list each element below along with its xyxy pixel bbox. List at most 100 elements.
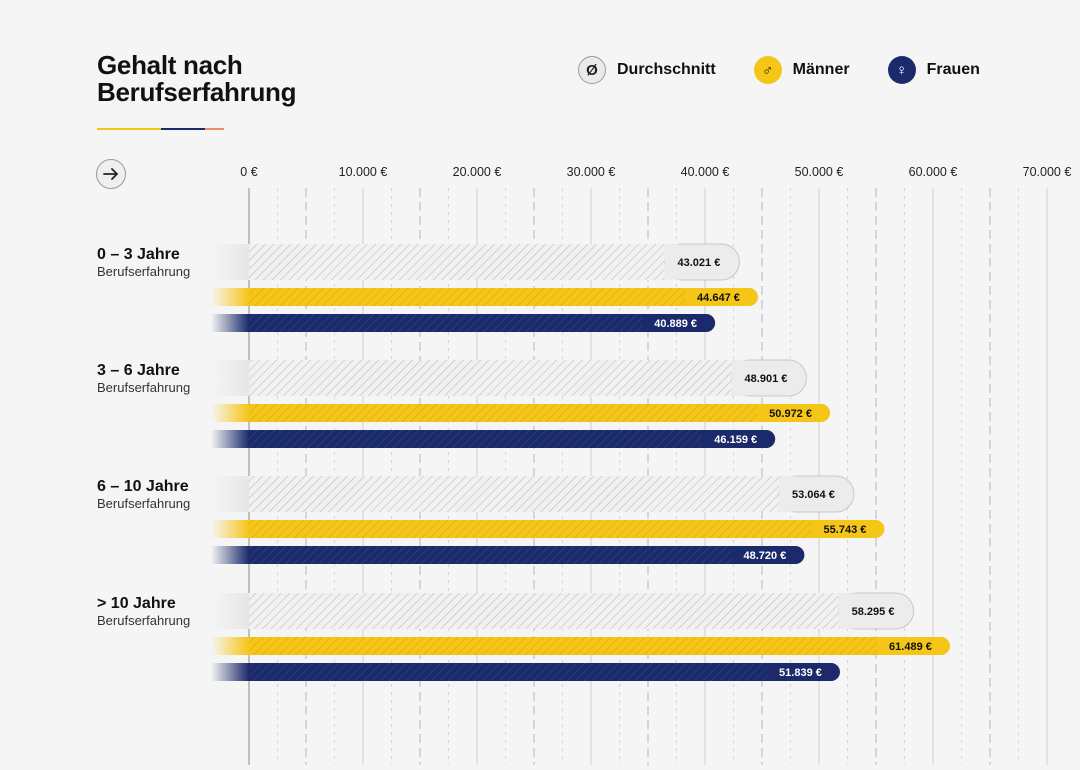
- bar-avg-2: 53.064 €: [211, 475, 855, 513]
- group-title: 6 – 10 Jahre: [97, 478, 189, 495]
- data-label: 40.889 €: [654, 318, 697, 330]
- bar-men-2: 55.743 €: [211, 520, 885, 538]
- bar-fade: [211, 288, 249, 306]
- group-label-6-10: 6 – 10 Jahre Berufserfahrung: [97, 477, 190, 512]
- value-pill-edge: [876, 637, 886, 655]
- bar-fade: [211, 314, 249, 332]
- group-title: 3 – 6 Jahre: [97, 362, 180, 379]
- group-label-3-6: 3 – 6 Jahre Berufserfahrung: [97, 361, 190, 396]
- bar-fade: [211, 244, 249, 280]
- title-line-1: Gehalt nach: [97, 50, 243, 80]
- legend-item-women[interactable]: ♀ Frauen: [887, 56, 980, 84]
- group-subtitle: Berufserfahrung: [97, 264, 191, 279]
- bar-avg-3: 58.295 €: [211, 592, 915, 630]
- bar-men-0: 44.647 €: [211, 288, 758, 306]
- value-pill-edge: [664, 244, 683, 280]
- bar-women: [249, 314, 707, 332]
- bar-men-3: 61.489 €: [211, 637, 950, 655]
- value-pill-edge: [731, 546, 741, 564]
- x-tick-label: 30.000 €: [567, 165, 616, 179]
- bar-men: [249, 520, 876, 538]
- bar-women-1: 46.159 €: [211, 430, 776, 448]
- data-label: 50.972 €: [769, 408, 812, 420]
- bar-women: [249, 663, 831, 681]
- value-pill-edge: [766, 663, 776, 681]
- bar-men: [249, 637, 941, 655]
- value-pill: [702, 430, 776, 448]
- data-label: 48.720 €: [743, 550, 786, 562]
- bar-avg: [249, 593, 896, 629]
- bar-fade: [211, 430, 249, 448]
- value-pill: [684, 288, 758, 306]
- x-tick-label: 70.000 €: [1023, 165, 1072, 179]
- value-pill: [731, 546, 805, 564]
- data-label: 44.647 €: [697, 292, 740, 304]
- bar-fade: [211, 520, 249, 538]
- legend-label-average: Durchschnitt: [617, 61, 716, 78]
- data-label: 43.021 €: [678, 257, 721, 269]
- bar-women: [249, 546, 796, 564]
- value-pill-edge: [731, 360, 750, 396]
- value-pill-edge: [757, 404, 767, 422]
- x-tick-label: 20.000 €: [453, 165, 502, 179]
- bar-men: [249, 404, 822, 422]
- legend-label-women: Frauen: [926, 61, 980, 78]
- female-icon: ♀: [887, 56, 916, 84]
- value-pill-edge: [684, 288, 694, 306]
- scroll-right-button[interactable]: [96, 159, 126, 189]
- value-pill-edge: [778, 476, 797, 512]
- bar-men: [249, 288, 749, 306]
- page-title: Gehalt nach Berufserfahrung: [97, 52, 397, 106]
- bar-fade: [211, 637, 249, 655]
- value-pill-edge: [811, 520, 821, 538]
- x-tick-label: 60.000 €: [909, 165, 958, 179]
- bar-women: [249, 430, 767, 448]
- bar-avg: [249, 476, 836, 512]
- bar-men-1: 50.972 €: [211, 404, 831, 422]
- data-label: 48.901 €: [745, 373, 788, 385]
- group-label-0-3: 0 – 3 Jahre Berufserfahrung: [97, 245, 190, 280]
- title-underline: [97, 128, 224, 130]
- legend: Ø Durchschnitt ♂ Männer ♀ Frauen: [578, 56, 980, 84]
- x-tick-label: 40.000 €: [681, 165, 730, 179]
- x-tick-label: 10.000 €: [339, 165, 388, 179]
- value-pill-edge: [642, 314, 652, 332]
- value-pill: [876, 637, 950, 655]
- bar-avg-1: 48.901 €: [211, 359, 807, 397]
- value-pill: [811, 520, 885, 538]
- data-label: 61.489 €: [889, 641, 932, 653]
- legend-item-average[interactable]: Ø Durchschnitt: [578, 56, 716, 84]
- bar-avg-0: 43.021 €: [211, 243, 740, 281]
- legend-item-men[interactable]: ♂ Männer: [753, 56, 850, 84]
- bar-fade: [211, 404, 249, 422]
- value-pill: [766, 663, 840, 681]
- bar-fade: [211, 546, 249, 564]
- bar-fade: [211, 593, 249, 629]
- title-line-2: Berufserfahrung: [97, 77, 297, 107]
- bar-women-0: 40.889 €: [211, 314, 716, 332]
- bar-women-2: 48.720 €: [211, 546, 805, 564]
- value-pill: [642, 314, 716, 332]
- bar-fade: [211, 476, 249, 512]
- value-pill-edge: [838, 593, 857, 629]
- male-icon: ♂: [753, 56, 782, 84]
- group-label-over-10: > 10 Jahre Berufserfahrung: [97, 594, 190, 629]
- legend-label-men: Männer: [792, 61, 850, 78]
- data-label: 51.839 €: [779, 667, 822, 679]
- group-title: 0 – 3 Jahre: [97, 246, 180, 263]
- bar-fade: [211, 360, 249, 396]
- data-label: 53.064 €: [792, 489, 835, 501]
- average-icon: Ø: [578, 56, 606, 84]
- bar-avg: [249, 244, 722, 280]
- group-title: > 10 Jahre: [97, 595, 176, 612]
- value-pill-edge: [702, 430, 712, 448]
- bar-fade: [211, 663, 249, 681]
- group-subtitle: Berufserfahrung: [97, 613, 191, 628]
- arrow-right-icon: [103, 168, 118, 180]
- group-subtitle: Berufserfahrung: [97, 496, 191, 511]
- bar-avg: [249, 360, 789, 396]
- bar-women-3: 51.839 €: [211, 663, 840, 681]
- data-label: 55.743 €: [824, 524, 867, 536]
- value-pill: [757, 404, 831, 422]
